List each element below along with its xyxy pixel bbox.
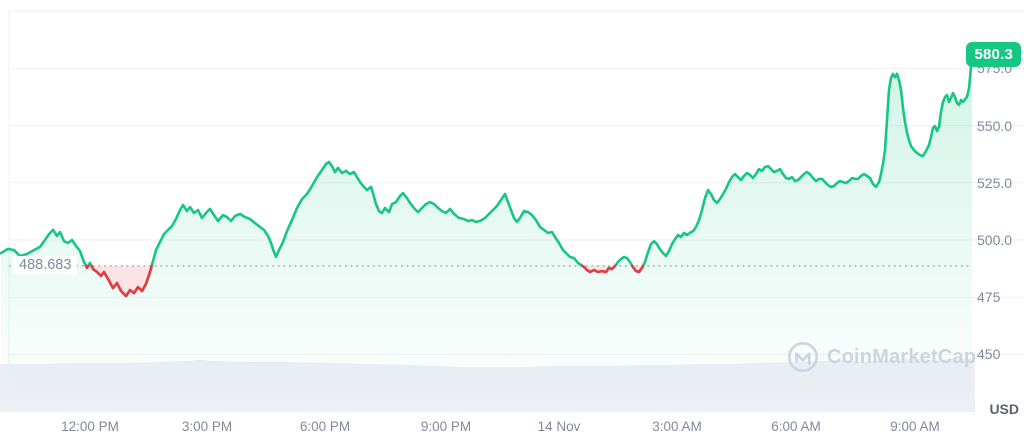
price-line-down bbox=[90, 264, 153, 298]
watermark: CoinMarketCap bbox=[786, 340, 976, 374]
x-axis-tick-label: 9:00 PM bbox=[420, 419, 472, 434]
x-axis-tick-label: 6:00 AM bbox=[771, 419, 821, 434]
current-price-badge: 580.3 bbox=[966, 42, 1021, 67]
price-line-down bbox=[631, 264, 645, 274]
x-axis-tick-label: 6:00 PM bbox=[299, 419, 351, 434]
price-line-down bbox=[581, 264, 617, 274]
y-axis-tick-label: 450 bbox=[977, 346, 1001, 362]
price-line-down bbox=[84, 264, 90, 270]
x-axis-tick-label: 3:00 AM bbox=[652, 419, 702, 434]
baseline-price-label: 488.683 bbox=[13, 256, 78, 274]
watermark-text: CoinMarketCap bbox=[827, 345, 977, 368]
below-baseline-fill bbox=[632, 265, 643, 272]
x-axis-tick-label: 14 Nov bbox=[537, 419, 581, 434]
y-axis-tick-label: 525.0 bbox=[977, 175, 1013, 191]
price-area-fill bbox=[1, 56, 972, 413]
coinmarketcap-logo-icon bbox=[788, 342, 818, 372]
x-axis-tick-label: 12:00 PM bbox=[61, 419, 119, 434]
y-axis-tick-label: 500.0 bbox=[977, 232, 1013, 248]
price-line-up bbox=[0, 55, 974, 298]
x-axis-tick-label: 9:00 AM bbox=[890, 419, 940, 434]
currency-label: USD bbox=[989, 401, 1019, 417]
x-axis-tick-label: 3:00 PM bbox=[181, 419, 233, 434]
y-axis-tick-label: 550.0 bbox=[977, 118, 1013, 134]
y-axis-tick-label: 475 bbox=[977, 289, 1001, 305]
